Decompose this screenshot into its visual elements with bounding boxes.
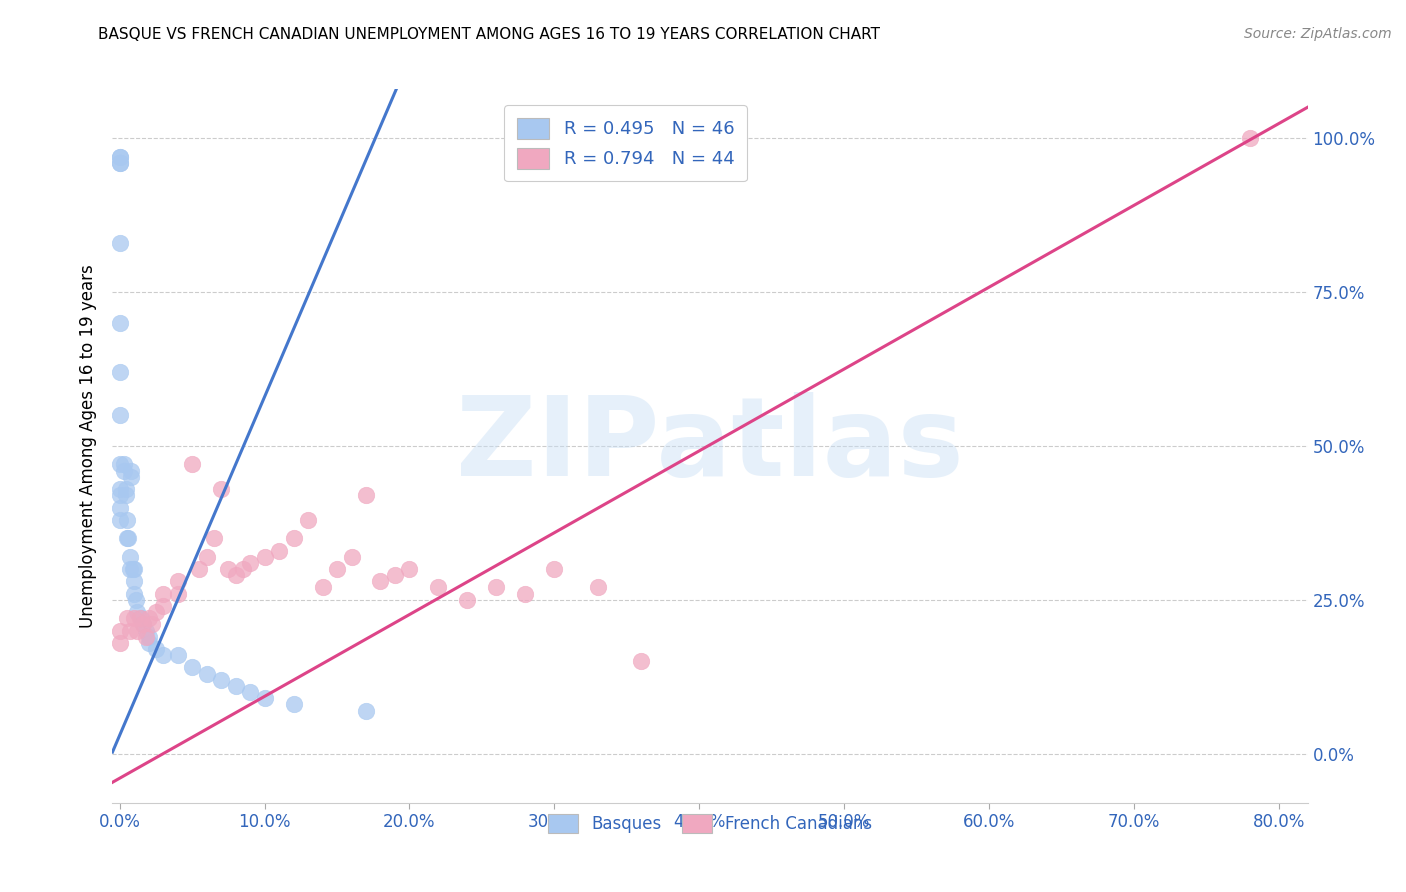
Point xyxy=(1239,131,1261,145)
Point xyxy=(370,574,392,589)
Point xyxy=(120,464,142,478)
Text: BASQUE VS FRENCH CANADIAN UNEMPLOYMENT AMONG AGES 16 TO 19 YEARS CORRELATION CHA: BASQUE VS FRENCH CANADIAN UNEMPLOYMENT A… xyxy=(98,27,880,42)
Point xyxy=(145,642,167,657)
Point xyxy=(135,624,157,638)
Point xyxy=(225,568,247,582)
Point xyxy=(354,704,377,718)
Point xyxy=(131,611,153,625)
Point xyxy=(586,581,609,595)
Point xyxy=(384,568,406,582)
Point xyxy=(225,679,247,693)
Point xyxy=(543,562,565,576)
Point xyxy=(232,562,254,576)
Point xyxy=(132,617,155,632)
Point xyxy=(120,469,142,483)
Point xyxy=(108,624,131,638)
Point xyxy=(181,660,204,674)
Point xyxy=(122,611,145,625)
Point xyxy=(118,562,141,576)
Point xyxy=(114,482,136,496)
Point xyxy=(145,605,167,619)
Point xyxy=(340,549,363,564)
Point xyxy=(311,581,333,595)
Point xyxy=(152,648,174,662)
Point xyxy=(115,513,138,527)
Point xyxy=(108,513,131,527)
Point xyxy=(326,562,349,576)
Point xyxy=(141,617,163,632)
Point xyxy=(108,235,131,250)
Point xyxy=(630,654,652,668)
Point xyxy=(209,482,232,496)
Point xyxy=(129,611,152,625)
Point xyxy=(108,482,131,496)
Point xyxy=(138,611,160,625)
Point xyxy=(253,549,276,564)
Point xyxy=(108,365,131,379)
Point xyxy=(124,592,146,607)
Point xyxy=(267,543,290,558)
Point xyxy=(118,549,141,564)
Point xyxy=(202,531,225,545)
Legend: Basques, French Canadians: Basques, French Canadians xyxy=(536,802,884,845)
Point xyxy=(217,562,239,576)
Point xyxy=(283,531,305,545)
Point xyxy=(515,587,537,601)
Point xyxy=(108,409,131,423)
Point xyxy=(108,458,131,472)
Point xyxy=(398,562,420,576)
Point xyxy=(253,691,276,706)
Point xyxy=(427,581,450,595)
Point xyxy=(108,156,131,170)
Point xyxy=(108,156,131,170)
Point xyxy=(108,636,131,650)
Point xyxy=(112,464,135,478)
Point xyxy=(138,630,160,644)
Point xyxy=(297,513,319,527)
Point xyxy=(485,581,508,595)
Point xyxy=(108,488,131,502)
Point xyxy=(122,574,145,589)
Point xyxy=(166,574,188,589)
Point xyxy=(122,587,145,601)
Point xyxy=(195,666,218,681)
Point xyxy=(117,531,139,545)
Point xyxy=(114,488,136,502)
Point xyxy=(239,556,262,570)
Point xyxy=(354,488,377,502)
Point xyxy=(122,562,145,576)
Point xyxy=(138,636,160,650)
Point xyxy=(115,531,138,545)
Point xyxy=(166,587,188,601)
Point xyxy=(239,685,262,699)
Point xyxy=(127,605,149,619)
Point xyxy=(283,698,305,712)
Point xyxy=(108,500,131,515)
Text: ZIPatlas: ZIPatlas xyxy=(456,392,965,500)
Point xyxy=(118,624,141,638)
Point xyxy=(108,150,131,164)
Point xyxy=(132,617,155,632)
Point xyxy=(135,630,157,644)
Point xyxy=(188,562,211,576)
Text: Source: ZipAtlas.com: Source: ZipAtlas.com xyxy=(1244,27,1392,41)
Point xyxy=(115,611,138,625)
Point xyxy=(195,549,218,564)
Y-axis label: Unemployment Among Ages 16 to 19 years: Unemployment Among Ages 16 to 19 years xyxy=(79,264,97,628)
Point xyxy=(456,592,478,607)
Point xyxy=(121,562,143,576)
Point xyxy=(112,458,135,472)
Point xyxy=(108,150,131,164)
Point xyxy=(209,673,232,687)
Point xyxy=(152,587,174,601)
Point xyxy=(166,648,188,662)
Point xyxy=(181,458,204,472)
Point xyxy=(152,599,174,613)
Point xyxy=(127,624,149,638)
Point xyxy=(108,316,131,330)
